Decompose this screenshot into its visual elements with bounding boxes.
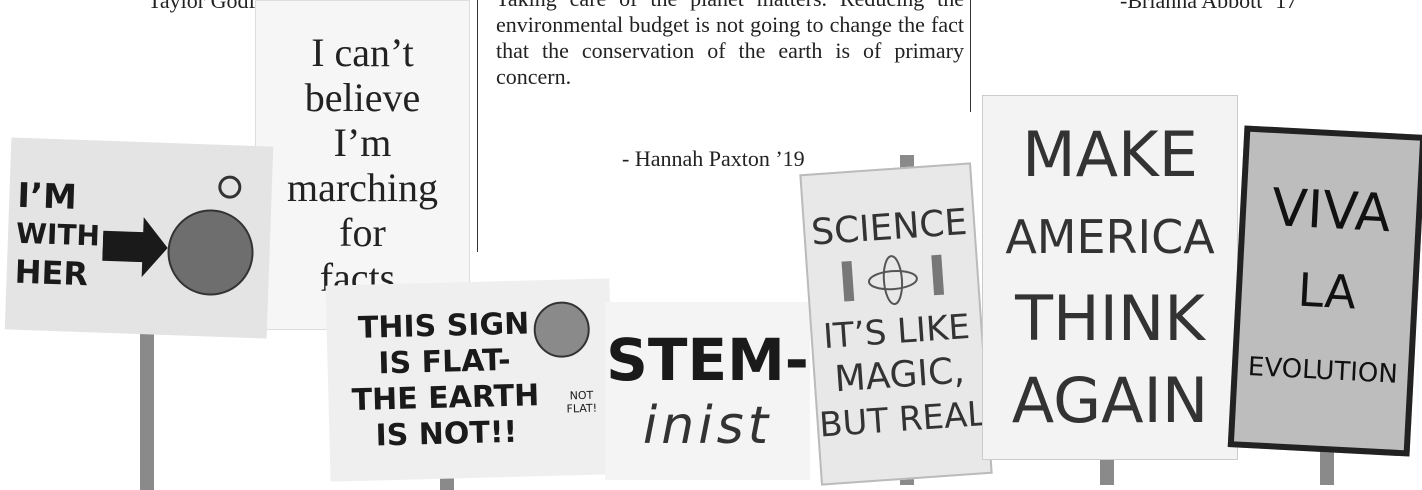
sign-line: I can’t bbox=[311, 30, 414, 75]
globe-pin bbox=[531, 299, 593, 361]
quote: Taking care of the planet matters. Reduc… bbox=[496, 0, 964, 90]
sign-line: THIS SIGN bbox=[357, 306, 529, 346]
earth bbox=[167, 209, 254, 296]
sun bbox=[219, 177, 240, 198]
sign-line: for bbox=[339, 210, 386, 255]
sign-drawing bbox=[831, 246, 955, 314]
sign: STEM- inist bbox=[605, 302, 810, 480]
credit: - Hannah Paxton ’19 bbox=[622, 146, 805, 172]
sign-line: believe bbox=[305, 75, 421, 120]
sign-note: NOT FLAT! bbox=[556, 388, 607, 415]
sign-line: inist bbox=[643, 395, 772, 457]
pole bbox=[140, 330, 154, 490]
arrow bbox=[102, 216, 169, 278]
sign-line: WITH bbox=[15, 215, 100, 256]
sign: SCIENCE IT’S LIKE MAGIC, BUT REAL bbox=[799, 162, 992, 485]
sign-drawing bbox=[100, 171, 265, 316]
sign-line: HER bbox=[14, 253, 89, 294]
sign-line: IS FLAT- bbox=[378, 343, 511, 382]
sign-line: STEM- bbox=[606, 325, 809, 395]
column-rule bbox=[477, 0, 478, 252]
sign-line: IS NOT!! bbox=[375, 415, 518, 455]
atom bbox=[882, 256, 903, 305]
sign: THIS SIGN IS FLAT- THE EARTH IS NOT!! NO… bbox=[325, 278, 614, 481]
sign: VIVA LA EVOLUTION bbox=[1228, 125, 1422, 456]
sign-line: marching bbox=[287, 165, 438, 210]
sign-line: LA bbox=[1296, 250, 1358, 333]
sign-line: AMERICA bbox=[1005, 196, 1214, 278]
sign-line: AGAIN bbox=[1012, 360, 1208, 442]
sign-line: VIVA bbox=[1270, 168, 1393, 254]
sign: I can’t believe I’m marching for facts. bbox=[255, 0, 470, 330]
globe bbox=[534, 302, 589, 357]
test-tube bbox=[931, 255, 944, 296]
sign-line: EVOLUTION bbox=[1246, 327, 1400, 415]
sign-line: I’M bbox=[17, 177, 78, 217]
atom bbox=[868, 269, 917, 290]
test-tube bbox=[842, 261, 855, 302]
sign-line: THE EARTH bbox=[351, 378, 539, 419]
sign-line: I’m bbox=[334, 120, 392, 165]
page: Taylor Godfrey ’19 Taking care of the pl… bbox=[0, 0, 1422, 484]
sign: MAKE AMERICA THINK AGAIN bbox=[982, 95, 1238, 460]
sign-line: MAKE bbox=[1022, 114, 1198, 196]
sign: I’M WITH HER bbox=[5, 137, 274, 338]
credit: -Brianna Abbott ’17 bbox=[1120, 0, 1297, 14]
column-rule bbox=[970, 0, 971, 112]
sign-line: THINK bbox=[1015, 278, 1205, 360]
